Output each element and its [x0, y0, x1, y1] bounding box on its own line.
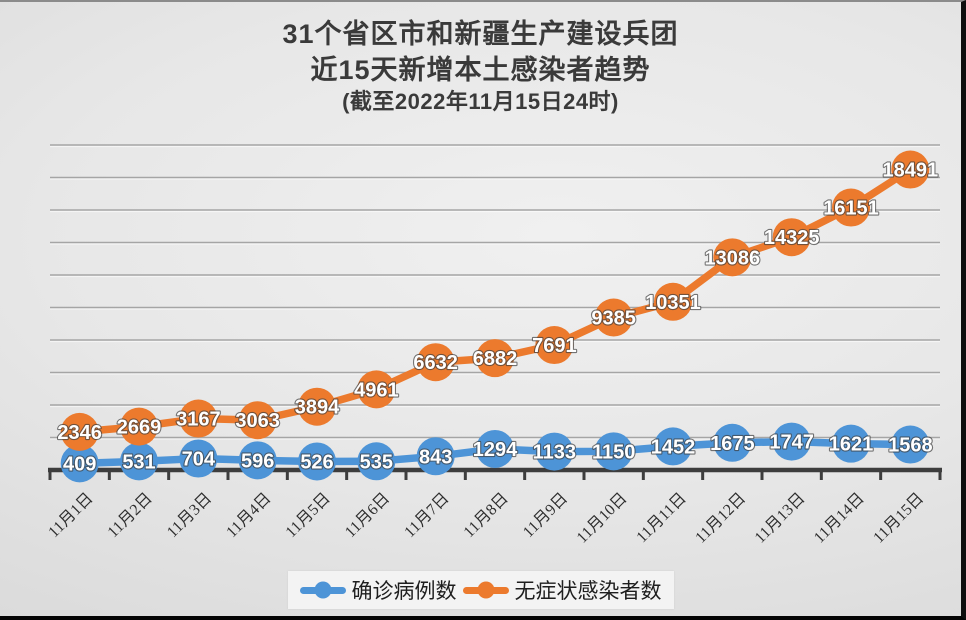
- data-point-marker: [416, 343, 455, 382]
- data-point-marker: [120, 407, 158, 446]
- data-label: 18491: [883, 160, 939, 182]
- data-point-marker: [832, 424, 870, 463]
- data-point-marker: [60, 412, 99, 451]
- chart-title-line-2: 近15天新增本土感染者趋势: [310, 55, 651, 85]
- x-axis-label: 11月7日: [401, 490, 452, 541]
- data-label: 596: [241, 450, 274, 472]
- data-point-marker: [535, 326, 574, 365]
- data-label: 16151: [823, 198, 879, 220]
- x-axis-label: 11月12日: [692, 490, 749, 547]
- legend-item-confirmed: 确诊病例数: [299, 575, 457, 605]
- legend-label-asymptomatic: 无症状感染者数: [514, 579, 662, 603]
- data-label: 2346: [57, 422, 102, 444]
- x-axis-label: 11月11日: [633, 490, 689, 546]
- data-label: 6882: [473, 348, 518, 370]
- x-axis-label: 11月6日: [342, 490, 393, 541]
- confirmed-series-marker-icon: [299, 581, 346, 599]
- gridlines: [50, 144, 940, 440]
- x-axis-label: 11月1日: [45, 490, 96, 541]
- data-point-marker: [298, 442, 336, 481]
- data-point-marker: [654, 282, 692, 321]
- data-point-marker: [713, 423, 752, 462]
- data-label: 1133: [533, 442, 576, 464]
- data-label: 704: [182, 449, 216, 471]
- data-point-marker: [654, 427, 692, 466]
- data-label: 10351: [645, 292, 701, 314]
- data-point-marker: [713, 238, 752, 277]
- data-point-marker: [179, 439, 218, 478]
- data-point-marker: [476, 429, 514, 468]
- asymptomatic-series-marker-icon: [462, 581, 509, 599]
- x-axis-label: 11月8日: [461, 490, 512, 541]
- data-label: 409: [63, 453, 96, 475]
- data-label: 13086: [705, 247, 761, 269]
- data-point-marker: [298, 387, 336, 426]
- x-axis-label: 11月5日: [283, 490, 334, 541]
- series-confirmed: 409 531 704 596 526 535 843 1294 1133 1150 1452 167…: [60, 422, 934, 483]
- x-axis-labels: 11月1日 11月2日 11月3日 11月4日 11月5日 11月6日 11月7日 11月8日…: [45, 490, 927, 547]
- x-axis-label: 11月4日: [223, 490, 274, 541]
- chart-subtitle: (截至2022年11月15日24时): [342, 89, 619, 114]
- chart-title-block: 31个省区市和新疆生产建设兵团 近15天新增本土感染者趋势 (截至2022年11…: [0, 16, 961, 116]
- data-point-marker: [120, 442, 158, 481]
- data-label: 3894: [295, 397, 340, 419]
- data-point-marker: [60, 444, 99, 483]
- data-label: 6632: [413, 352, 458, 374]
- data-label: 9385: [591, 307, 636, 329]
- data-label: 2669: [117, 417, 162, 439]
- data-point-marker: [238, 441, 277, 480]
- data-label: 1621: [829, 434, 874, 456]
- x-axis: [48, 467, 942, 480]
- data-label: 14325: [764, 227, 820, 249]
- data-label: 1294: [473, 439, 518, 461]
- data-point-marker: [891, 425, 930, 464]
- data-point-marker: [179, 399, 218, 438]
- data-point-marker: [357, 370, 396, 409]
- data-label: 3167: [176, 409, 221, 431]
- data-label: 1747: [769, 432, 814, 454]
- data-point-marker: [357, 442, 396, 481]
- data-label: 1150: [592, 441, 635, 463]
- data-point-marker: [535, 432, 574, 471]
- x-axis-label: 11月14日: [811, 490, 868, 547]
- data-label: 4961: [354, 379, 399, 401]
- series-asymptomatic: 2346 2669 3167 3063 3894 4961 6632 6882 7691 9385…: [56, 150, 939, 451]
- data-point-marker: [891, 150, 930, 189]
- chart-legend: 确诊病例数 无症状感染者数: [287, 571, 674, 609]
- data-label: 1568: [888, 435, 933, 457]
- x-axis-label: 11月9日: [520, 490, 571, 541]
- data-point-marker: [416, 437, 455, 476]
- x-axis-label: 11月15日: [870, 490, 927, 547]
- data-label: 526: [300, 451, 333, 473]
- data-point-marker: [772, 218, 811, 257]
- data-point-marker: [594, 432, 633, 471]
- x-axis-label: 11月2日: [105, 490, 156, 541]
- data-label: 3063: [235, 410, 280, 432]
- data-point-marker: [832, 188, 870, 227]
- data-label: 535: [360, 451, 393, 473]
- x-axis-label: 11月10日: [574, 490, 631, 547]
- chart-title-line-1: 31个省区市和新疆生产建设兵团: [282, 19, 679, 49]
- data-point-marker: [594, 298, 633, 337]
- data-label: 531: [122, 451, 155, 473]
- x-axis-label: 11月3日: [164, 490, 215, 541]
- x-axis-label: 11月13日: [752, 490, 809, 547]
- data-point-marker: [772, 422, 811, 461]
- legend-label-confirmed: 确诊病例数: [351, 579, 457, 603]
- data-label: 843: [419, 446, 452, 468]
- data-label: 1452: [651, 436, 696, 458]
- data-point-marker: [238, 401, 277, 440]
- data-label: 7691: [532, 335, 577, 357]
- legend-item-asymptomatic: 无症状感染者数: [462, 575, 662, 605]
- data-point-marker: [476, 339, 514, 378]
- data-label: 1675: [710, 433, 755, 455]
